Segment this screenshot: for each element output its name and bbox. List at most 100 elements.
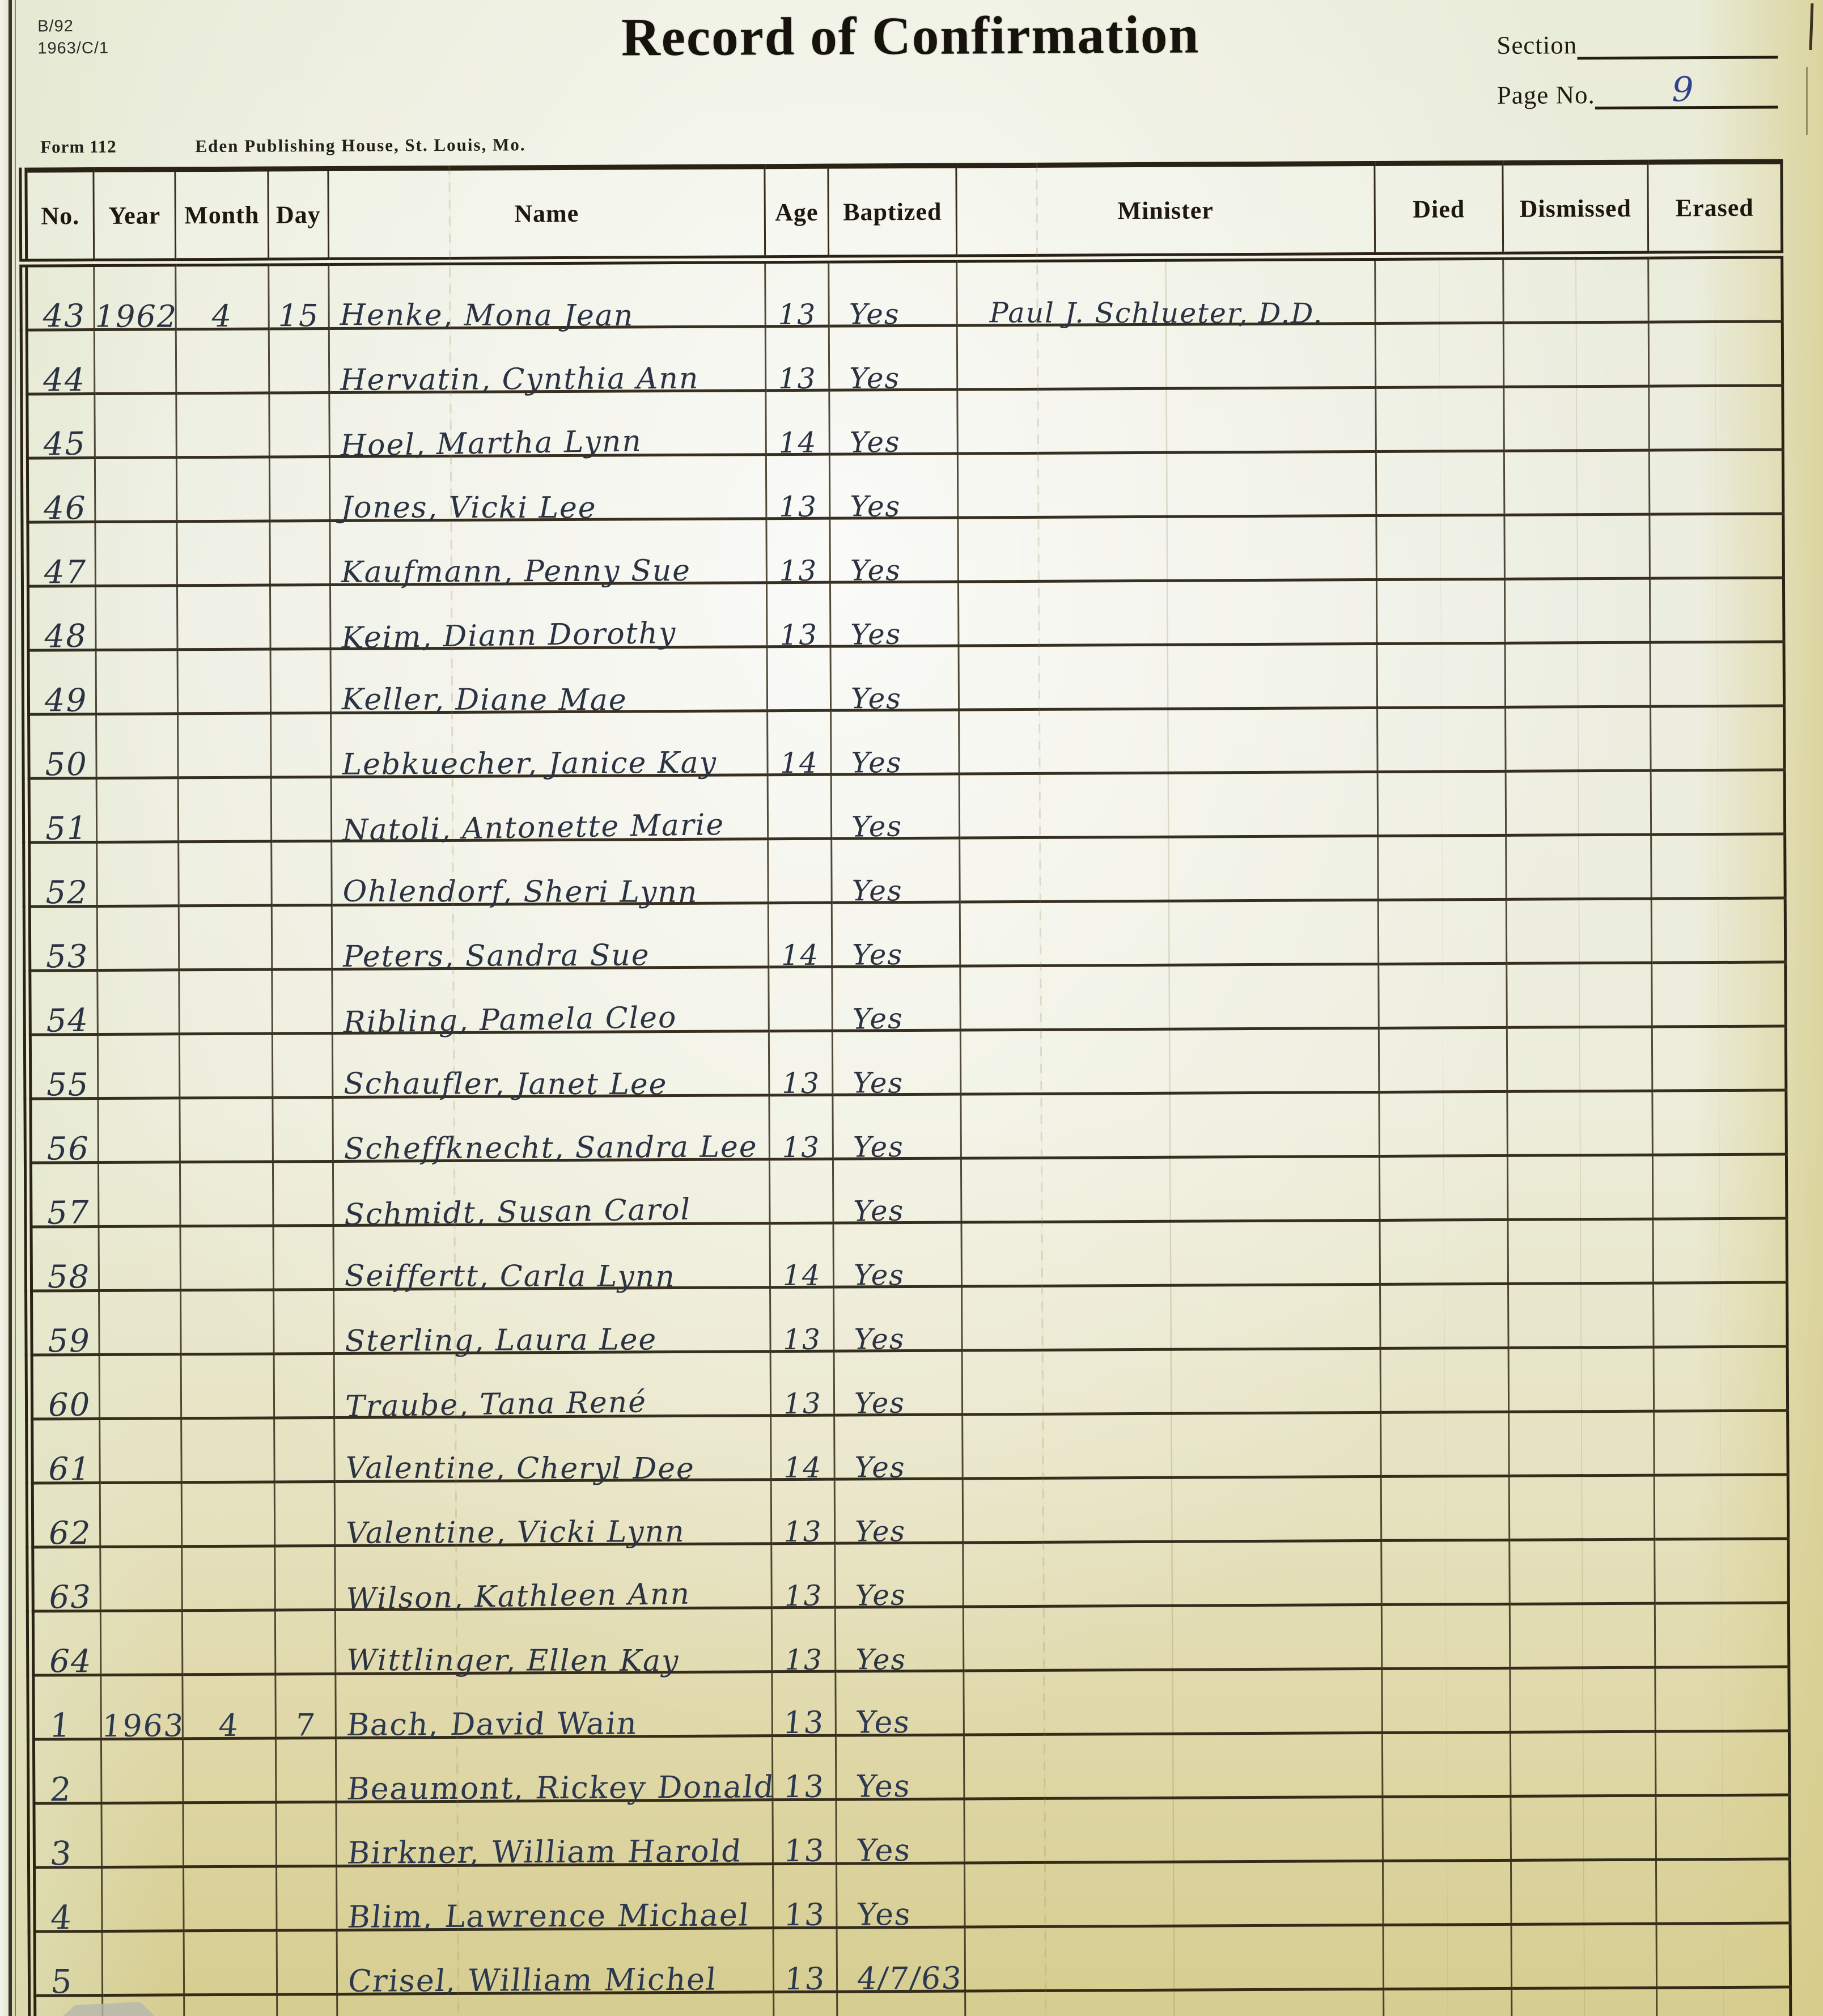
cell-no: 61 xyxy=(29,1418,100,1488)
cell-minister xyxy=(961,1156,1380,1223)
table-row: 64 Wittlinger, Ellen Kay 13 Yes xyxy=(30,1602,1789,1680)
cell-name: Traube, Tana René xyxy=(334,1351,771,1424)
cell-erased xyxy=(1655,1602,1789,1668)
cell-dismissed xyxy=(1508,1283,1654,1348)
cell-minister xyxy=(959,708,1378,774)
cell-year xyxy=(101,1866,184,1932)
cell-month xyxy=(178,841,272,906)
cell-day xyxy=(270,713,332,777)
cell-age: 14 xyxy=(767,710,832,780)
cell-baptized: Yes xyxy=(834,1479,963,1548)
cell-minister xyxy=(960,1028,1379,1095)
table-row: 50 Lebkuecher, Janice Kay 14 Yes xyxy=(26,705,1785,783)
cell-no: 43 xyxy=(23,262,95,335)
handwritten-baptized: Yes xyxy=(850,682,902,715)
cell-dismissed xyxy=(1505,642,1651,708)
paper-edge-tear-mark xyxy=(1806,67,1808,135)
cell-name: Sterling, Laura Lee xyxy=(333,1287,771,1358)
cell-minister xyxy=(963,1540,1382,1607)
cell-minister xyxy=(964,1733,1383,1799)
cell-no: 5 xyxy=(32,1931,103,2001)
cell-month xyxy=(179,1097,273,1162)
handwritten-name: Ohlendorf, Sheri Lynn xyxy=(342,874,698,910)
cell-died xyxy=(1375,256,1504,324)
cell-dismissed xyxy=(1506,899,1652,964)
cell-died xyxy=(1376,579,1506,644)
cell-year xyxy=(97,969,180,1035)
cell-erased xyxy=(1655,1730,1790,1796)
cell-age: 14 xyxy=(765,390,830,459)
cell-dismissed xyxy=(1510,1603,1655,1668)
cell-day xyxy=(273,1289,334,1354)
cell-day xyxy=(273,1161,333,1226)
cell-day xyxy=(269,456,330,521)
handwritten-age: 14 xyxy=(782,1259,821,1292)
cell-dismissed xyxy=(1504,450,1650,515)
handwritten-name: Hervatin, Cynthia Ann xyxy=(340,361,699,397)
cell-name: Scheffknecht, Sandra Lee xyxy=(332,1095,770,1166)
handwritten-age: 13 xyxy=(783,1515,823,1549)
archive-note-line2: 1963/C/1 xyxy=(37,39,109,58)
cell-name: Beaumont, Rickey Donald xyxy=(336,1735,777,1807)
cell-no: 62 xyxy=(29,1483,100,1552)
cell-year xyxy=(99,1226,181,1291)
handwritten-no: 3 xyxy=(48,1834,75,1873)
handwritten-no: 56 xyxy=(46,1130,90,1168)
cell-month xyxy=(176,393,270,458)
cell-dismissed xyxy=(1506,770,1651,836)
cell-month xyxy=(180,1161,273,1226)
cell-dismissed xyxy=(1503,386,1650,451)
handwritten-day: 7 xyxy=(294,1707,318,1743)
cell-minister xyxy=(960,1092,1380,1159)
cell-baptized: Yes xyxy=(835,1671,964,1740)
handwritten-no: 43 xyxy=(43,298,86,335)
form-imprint-line: Form 112 Eden Publishing House, St. Loui… xyxy=(40,134,526,157)
cell-died xyxy=(1380,1284,1509,1349)
handwritten-name: Schmidt, Susan Carol xyxy=(344,1192,692,1232)
handwritten-no: 60 xyxy=(48,1386,91,1424)
handwritten-minister: Paul J. Schlueter, D.D. xyxy=(989,297,1324,330)
cell-age: 13 xyxy=(773,1928,837,1997)
table-row: 5 Crisel, William Michel 13 4/7/63 xyxy=(32,1922,1791,2001)
scan-left-margin xyxy=(0,0,9,2016)
cell-erased xyxy=(1654,1410,1788,1476)
cell-dismissed xyxy=(1504,514,1650,579)
cell-age: 13 xyxy=(769,1031,833,1100)
cell-baptized: Yes xyxy=(833,1286,963,1356)
cell-age: 13 xyxy=(771,1671,836,1740)
cell-erased xyxy=(1654,1346,1788,1412)
cell-minister xyxy=(957,387,1376,454)
cell-died xyxy=(1377,707,1506,772)
cell-minister xyxy=(957,515,1377,582)
cell-day xyxy=(272,905,332,969)
cell-name: Blim, Lawrence Michael xyxy=(336,1863,774,1935)
cell-month xyxy=(178,777,272,842)
handwritten-baptized: 4/7/63 xyxy=(855,1960,965,1997)
handwritten-no: 2 xyxy=(48,1770,74,1809)
table-row: 61 Valentine, Cheryl Dee 14 Yes xyxy=(29,1410,1788,1488)
handwritten-name: Natoli, Antonette Marie xyxy=(342,807,725,848)
cell-died xyxy=(1382,1796,1511,1861)
cell-day xyxy=(275,1610,336,1674)
cell-year xyxy=(96,649,178,714)
cell-month xyxy=(177,713,272,778)
cell-baptized: Yes xyxy=(829,325,957,395)
handwritten-year: 1962 xyxy=(95,298,178,334)
cell-day xyxy=(270,649,331,713)
cell-age: 13 xyxy=(770,1351,834,1420)
cell-no: 60 xyxy=(29,1354,100,1424)
cell-dismissed xyxy=(1504,578,1651,643)
column-header-dismissed: Dismissed xyxy=(1502,162,1648,256)
handwritten-age: 13 xyxy=(781,1066,820,1100)
cell-age xyxy=(768,838,832,903)
cell-dismissed xyxy=(1507,1027,1652,1092)
book-spine-edge xyxy=(9,0,12,2016)
table-row: 49 Keller, Diane Mae Yes xyxy=(26,641,1784,719)
handwritten-name: Keller, Diane Mae xyxy=(341,683,628,718)
cell-name: Natoli, Antonette Marie xyxy=(331,774,768,848)
cell-dismissed xyxy=(1507,1219,1654,1284)
column-header-erased: Erased xyxy=(1647,161,1782,256)
handwritten-name: Kaufmann, Penny Sue xyxy=(341,553,692,590)
cell-year xyxy=(95,457,177,522)
cell-dismissed xyxy=(1511,1924,1657,1989)
